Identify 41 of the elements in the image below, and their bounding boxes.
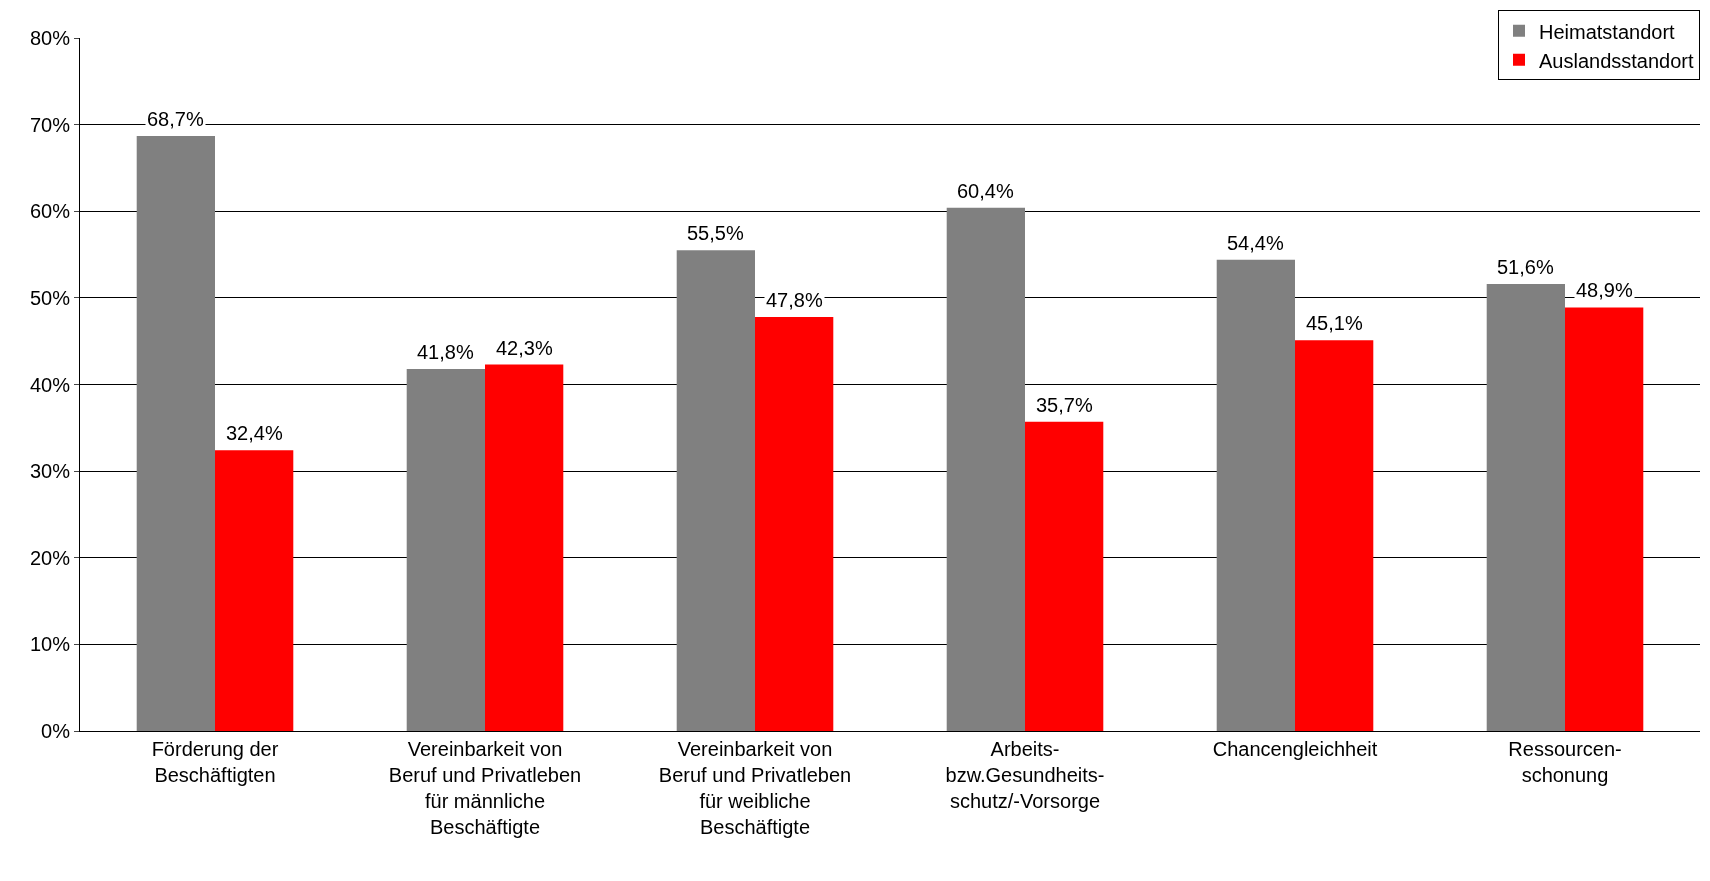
bar bbox=[485, 364, 564, 731]
bar bbox=[1565, 307, 1644, 731]
bar bbox=[1295, 340, 1374, 731]
data-label: 68,7% bbox=[147, 108, 204, 130]
data-label: 60,4% bbox=[957, 180, 1014, 202]
x-tick-label: Ressourcen- schonung bbox=[1508, 738, 1622, 786]
x-tick-label: Vereinbarkeit von Beruf und Privatleben für männliche Beschäftigte bbox=[388, 738, 582, 838]
data-label: 41,8% bbox=[417, 341, 474, 363]
bar bbox=[1486, 284, 1565, 731]
y-tick-label: 70% bbox=[29, 113, 71, 136]
bar bbox=[676, 250, 755, 731]
data-label: 55,5% bbox=[687, 222, 744, 244]
data-label: 42,3% bbox=[496, 337, 553, 359]
bar bbox=[946, 207, 1025, 731]
bar bbox=[136, 135, 215, 731]
bar bbox=[755, 316, 834, 731]
y-tick-label: 10% bbox=[29, 633, 71, 656]
legend-label: Heimatstandort bbox=[1539, 20, 1676, 43]
data-label: 35,7% bbox=[1036, 394, 1093, 416]
y-tick-label: 0% bbox=[41, 720, 71, 742]
data-label: 51,6% bbox=[1497, 256, 1554, 278]
bar bbox=[1025, 421, 1104, 731]
x-tick-label: Arbeits- bzw.Gesundheits- schutz/-Vorsorge bbox=[945, 738, 1105, 812]
bar bbox=[215, 450, 294, 731]
x-tick-label: Förderung der Beschäftigten bbox=[151, 738, 279, 786]
x-tick-label: Vereinbarkeit von Beruf und Privatleben für weibliche Beschäftigte bbox=[658, 738, 852, 838]
y-tick-label: 40% bbox=[29, 373, 71, 396]
data-label: 45,1% bbox=[1306, 312, 1363, 334]
y-tick-label: 60% bbox=[29, 200, 71, 223]
y-tick-label: 80% bbox=[29, 27, 71, 49]
x-tick-label: Chancengleichheit bbox=[1212, 738, 1378, 760]
bar bbox=[406, 368, 485, 731]
y-tick-label: 50% bbox=[29, 286, 71, 309]
y-tick-label: 30% bbox=[29, 460, 71, 483]
data-label: 47,8% bbox=[766, 289, 823, 311]
y-tick-label: 20% bbox=[29, 546, 71, 569]
legend-label: Auslandsstandort bbox=[1539, 49, 1694, 72]
data-label: 54,4% bbox=[1227, 232, 1284, 254]
data-label: 32,4% bbox=[226, 422, 283, 444]
data-label: 48,9% bbox=[1576, 279, 1633, 301]
bar bbox=[1216, 259, 1295, 731]
